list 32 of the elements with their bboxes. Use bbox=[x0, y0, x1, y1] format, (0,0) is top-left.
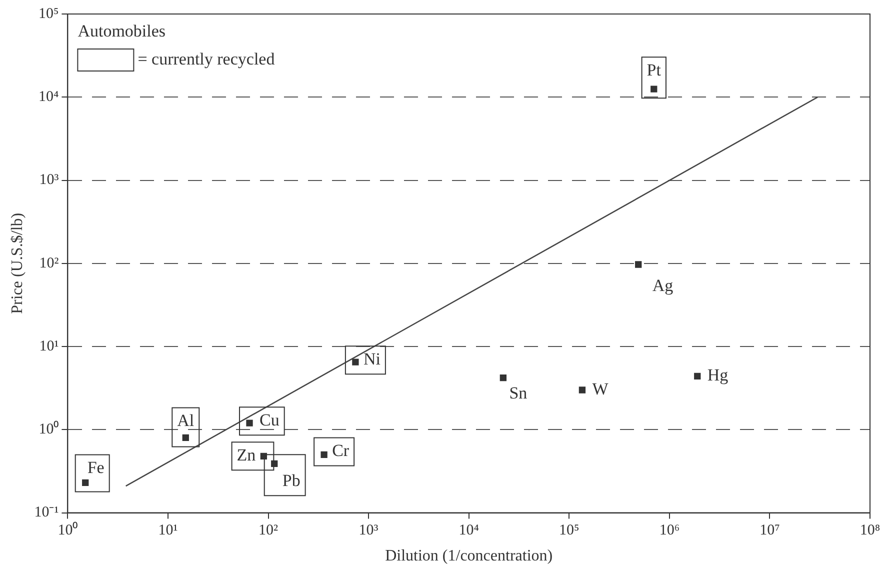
y-tick-label: 10³ bbox=[39, 172, 60, 188]
x-tick-label: 10⁸ bbox=[860, 522, 880, 539]
x-tick-label: 10⁷ bbox=[760, 522, 780, 539]
y-tick-label: 10² bbox=[39, 255, 60, 272]
x-tick-label: 10⁴ bbox=[458, 522, 479, 539]
legend-label: = currently recycled bbox=[138, 49, 276, 68]
y-tick-label: 10⁵ bbox=[38, 6, 59, 22]
data-label: Sn bbox=[509, 383, 528, 402]
y-axis-title: Price (U.S.$/lb) bbox=[8, 212, 26, 314]
data-label: Al bbox=[177, 411, 194, 430]
data-label: Fe bbox=[87, 458, 104, 478]
data-label: Ni bbox=[363, 350, 381, 369]
data-label: Zn bbox=[236, 446, 256, 465]
data-label: Pb bbox=[282, 471, 300, 490]
y-tick-label: 10⁻¹ bbox=[34, 504, 59, 521]
y-tick-label: 10¹ bbox=[39, 338, 59, 354]
y-tick-label: 10⁴ bbox=[38, 89, 59, 106]
data-label: Ag bbox=[652, 276, 674, 295]
x-tick-label: 10⁰ bbox=[58, 522, 78, 539]
data-label: Pt bbox=[646, 60, 662, 80]
data-label: Hg bbox=[707, 366, 729, 385]
x-tick-label: 10² bbox=[258, 522, 279, 539]
legend-title: Automobiles bbox=[78, 21, 166, 40]
data-label: Cr bbox=[332, 441, 350, 460]
x-tick-label: 10⁶ bbox=[659, 522, 680, 539]
data-label: W bbox=[592, 379, 610, 398]
x-axis-title: Dilution (1/concentration) bbox=[385, 548, 553, 565]
y-tick-label: 10⁰ bbox=[38, 420, 59, 438]
x-tick-label: 10¹ bbox=[158, 522, 178, 539]
x-tick-label: 10⁵ bbox=[559, 522, 580, 539]
x-tick-label: 10³ bbox=[358, 522, 379, 539]
data-label: Cu bbox=[260, 410, 280, 430]
